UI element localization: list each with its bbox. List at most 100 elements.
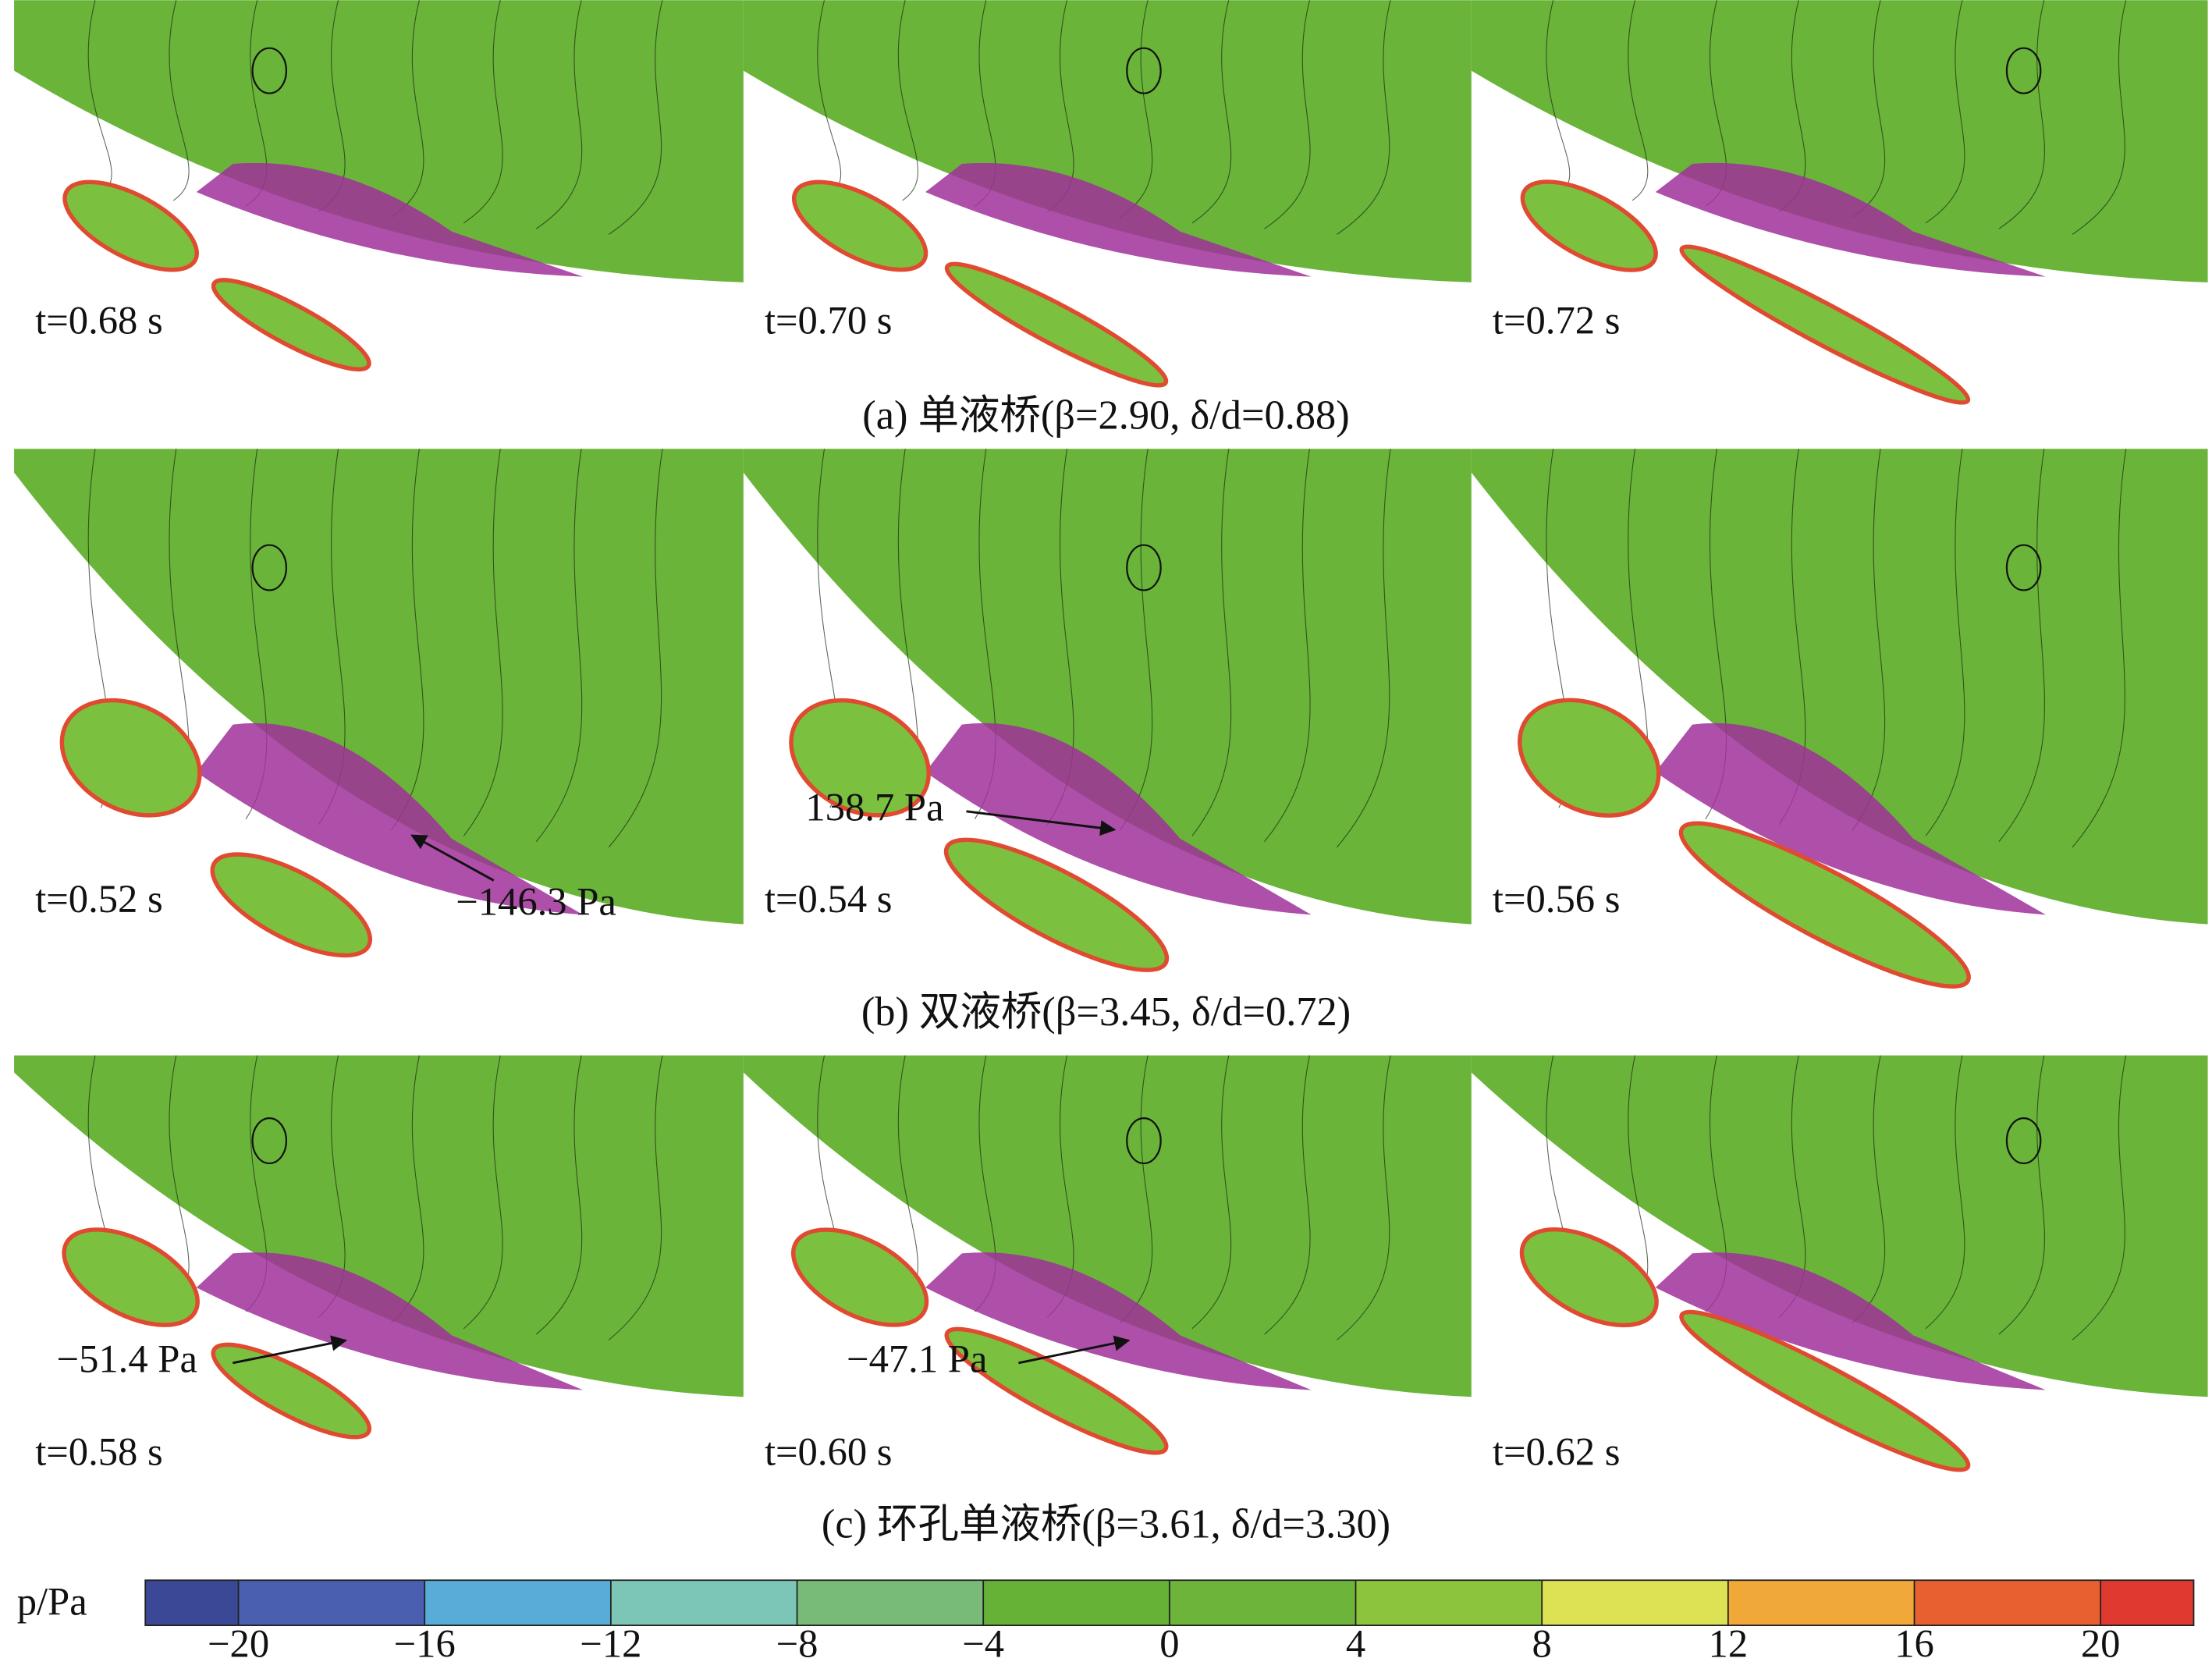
droplet xyxy=(1518,698,1661,818)
streamline xyxy=(608,0,663,235)
streamline xyxy=(535,449,583,842)
streamline xyxy=(1337,449,1391,848)
colorbar-segment xyxy=(2100,1580,2194,1626)
colorbar-segment xyxy=(424,1580,611,1626)
droplet xyxy=(1520,179,1658,272)
streamline xyxy=(2072,449,2127,848)
vortex xyxy=(1126,1117,1162,1165)
annotation: 138.7 Pa xyxy=(805,785,943,829)
streamline xyxy=(535,1055,583,1335)
droplet xyxy=(1679,244,1971,405)
colorbar-label: p/Pa xyxy=(17,1579,87,1623)
streamline xyxy=(463,1055,503,1330)
time-label: t=0.58 s xyxy=(35,1430,163,1474)
streamline xyxy=(1119,0,1153,218)
streamline xyxy=(608,449,663,848)
streamline xyxy=(1191,1055,1232,1330)
wall-film xyxy=(1655,162,2046,277)
wall-film xyxy=(1655,1252,2046,1390)
caption: (a) 单液桥(β=2.90, δ/d=0.88) xyxy=(862,392,1349,438)
droplet xyxy=(210,852,373,958)
flow-field xyxy=(743,449,1472,925)
flow-field xyxy=(14,1055,744,1397)
streamline xyxy=(1852,1055,1886,1324)
colorbar-tick-label: 8 xyxy=(1532,1622,1552,1666)
colorbar-segment xyxy=(983,1580,1170,1626)
streamline xyxy=(1264,449,1311,842)
droplet xyxy=(1678,821,1971,989)
colorbar-segment xyxy=(238,1580,425,1626)
wall-film xyxy=(925,723,1312,915)
annotation-arrow xyxy=(1018,1335,1131,1365)
droplet xyxy=(944,1326,1169,1455)
colorbar-tick-label: 20 xyxy=(2081,1622,2121,1666)
streamline xyxy=(463,0,503,224)
droplet xyxy=(211,278,371,372)
vortex xyxy=(2005,47,2042,94)
annotation: −47.1 Pa xyxy=(847,1337,987,1380)
wall-film xyxy=(925,162,1312,277)
colorbar-tick-label: −8 xyxy=(776,1622,818,1666)
frame xyxy=(1471,0,2208,405)
streamline xyxy=(1852,0,1886,218)
time-label: t=0.70 s xyxy=(765,299,893,343)
colorbar-segment xyxy=(1914,1580,2101,1626)
colorbar-tick-label: 4 xyxy=(1346,1622,1365,1666)
streamline xyxy=(1264,0,1311,229)
colorbar-tick-label: 12 xyxy=(1709,1622,1749,1666)
streamline xyxy=(2072,1055,2127,1340)
colorbar-segment xyxy=(145,1580,239,1626)
wall-film xyxy=(196,723,584,915)
colorbar-tick-label: −16 xyxy=(394,1622,456,1666)
streamline xyxy=(1337,0,1391,235)
streamline xyxy=(1191,449,1232,836)
streamline xyxy=(897,0,918,201)
streamline xyxy=(169,0,190,201)
caption: (b) 双液桥(β=3.45, δ/d=0.72) xyxy=(861,989,1351,1035)
frame xyxy=(14,1055,744,1440)
frame xyxy=(743,1055,1472,1455)
annotation: −51.4 Pa xyxy=(57,1337,197,1380)
frame xyxy=(1471,1055,2208,1472)
streamline xyxy=(1119,449,1153,831)
droplet xyxy=(789,698,931,818)
flow-field xyxy=(743,1055,1472,1397)
streamline xyxy=(1925,449,1965,836)
frame xyxy=(743,0,1472,388)
wall-film xyxy=(925,1252,1312,1390)
streamline xyxy=(1191,0,1232,224)
time-label: t=0.60 s xyxy=(765,1430,893,1474)
streamline xyxy=(463,449,503,836)
colorbar-tick-label: −12 xyxy=(580,1622,641,1666)
colorbar-segment xyxy=(1727,1580,1915,1626)
time-label: t=0.52 s xyxy=(35,877,163,921)
caption: (c) 环孔单液桥(β=3.61, δ/d=3.30) xyxy=(822,1501,1390,1546)
colorbar-segment xyxy=(1542,1580,1728,1626)
frame xyxy=(14,449,744,958)
droplet xyxy=(211,1342,372,1440)
flow-field xyxy=(1471,0,2208,282)
colorbar-tick-label: 0 xyxy=(1159,1622,1179,1666)
droplet xyxy=(944,261,1169,388)
droplet xyxy=(791,179,928,272)
vortex xyxy=(251,544,288,591)
streamline xyxy=(1925,1055,1965,1330)
droplet xyxy=(1519,1227,1659,1328)
colorbar-segment xyxy=(610,1580,797,1626)
flow-field xyxy=(1471,449,2208,925)
wall-film xyxy=(196,1252,584,1390)
colorbar-segment xyxy=(797,1580,984,1626)
flow-field xyxy=(1471,1055,2208,1397)
colorbar-tick-label: −4 xyxy=(962,1622,1004,1666)
streamline xyxy=(1998,1055,2045,1335)
vortex xyxy=(2005,1117,2042,1165)
time-label: t=0.56 s xyxy=(1493,877,1621,921)
streamline xyxy=(1337,1055,1391,1340)
droplet xyxy=(59,698,202,818)
colorbar-segment xyxy=(1169,1580,1356,1626)
time-label: t=0.72 s xyxy=(1493,299,1621,343)
vortex xyxy=(1126,47,1162,94)
annotation-arrow xyxy=(410,834,495,882)
streamline xyxy=(1998,0,2045,229)
